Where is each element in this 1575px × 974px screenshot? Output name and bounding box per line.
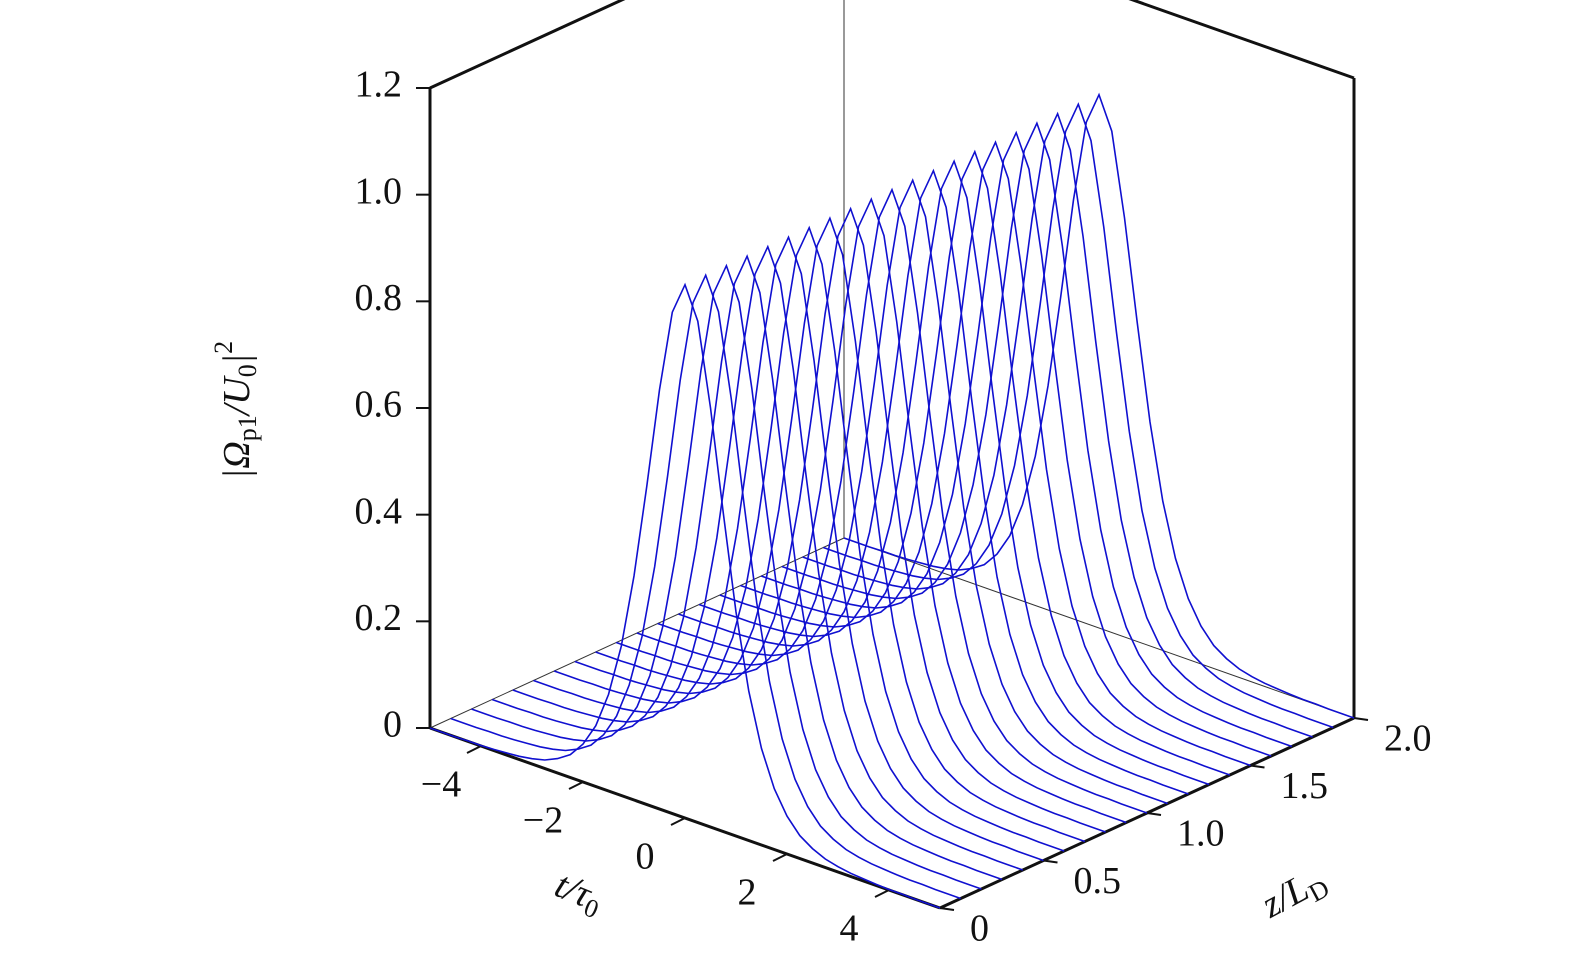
curve	[636, 187, 1148, 814]
x-tick-label: −4	[421, 764, 461, 806]
curve	[802, 111, 1313, 738]
z-tick-label: 1.5	[1281, 765, 1329, 807]
y-tick-label: 0.2	[355, 597, 403, 639]
curve	[533, 235, 1044, 862]
y-axis-label-part: p1	[233, 415, 262, 441]
y-tick-label: 0.4	[355, 490, 403, 532]
x-tick	[466, 745, 482, 754]
y-axis-label: |Ωp1​/U0​|2​	[209, 341, 262, 479]
y-tick-label: 0	[383, 704, 402, 746]
curve	[616, 197, 1127, 824]
curve	[553, 225, 1065, 852]
z-tick-label: 0.5	[1074, 860, 1122, 902]
x-tick	[568, 781, 584, 790]
y-tick-label: 0.8	[355, 277, 403, 319]
x-tick	[670, 817, 686, 826]
curve	[740, 140, 1251, 767]
curve	[512, 244, 1024, 871]
curve	[574, 216, 1086, 843]
z-tick-label: 2.0	[1384, 718, 1432, 760]
top-edge	[1128, 0, 1355, 80]
curve	[843, 92, 1355, 719]
y-axis-label-part: 2	[209, 341, 238, 354]
curve	[760, 130, 1272, 757]
curve	[678, 168, 1189, 795]
curve	[595, 206, 1106, 833]
curve	[471, 263, 982, 890]
y-tick-label: 1.0	[355, 170, 403, 212]
x-tick-label: 0	[636, 836, 655, 878]
y-axis-label-part: |Ω	[216, 441, 258, 479]
x-axis-label: t/τ0​	[548, 864, 610, 925]
x-tick-label: −2	[523, 800, 563, 842]
curve	[657, 178, 1168, 805]
floor-edge	[843, 537, 1355, 719]
z-axis-label: z/LD​	[1254, 858, 1334, 930]
y-tick-label: 0.6	[355, 384, 403, 426]
y-axis-label-part: /U	[216, 375, 258, 418]
x-tick	[874, 889, 890, 898]
curve	[698, 159, 1210, 786]
z-tick-label: 0	[970, 908, 989, 950]
z-tick-label: 1.0	[1177, 813, 1225, 855]
curve	[781, 121, 1293, 748]
curve	[450, 273, 961, 900]
curve	[719, 149, 1231, 776]
z-tick	[939, 907, 955, 911]
z-tick	[1353, 717, 1369, 721]
z-tick	[1250, 764, 1265, 769]
top-edge	[429, 0, 626, 90]
y-axis-label-part: |	[216, 354, 258, 364]
z-axis-label-part: z/L	[1254, 867, 1316, 926]
z-tick	[1043, 859, 1058, 864]
x-tick-label: 4	[840, 908, 859, 950]
curve	[491, 254, 1003, 881]
x-tick-label: 2	[738, 872, 757, 914]
curve	[429, 282, 941, 909]
x-tick	[772, 853, 788, 862]
z-tick	[1146, 812, 1162, 816]
y-axis-label-part: 0	[233, 364, 262, 377]
curve	[823, 102, 1334, 729]
y-tick-label: 1.2	[355, 64, 403, 106]
